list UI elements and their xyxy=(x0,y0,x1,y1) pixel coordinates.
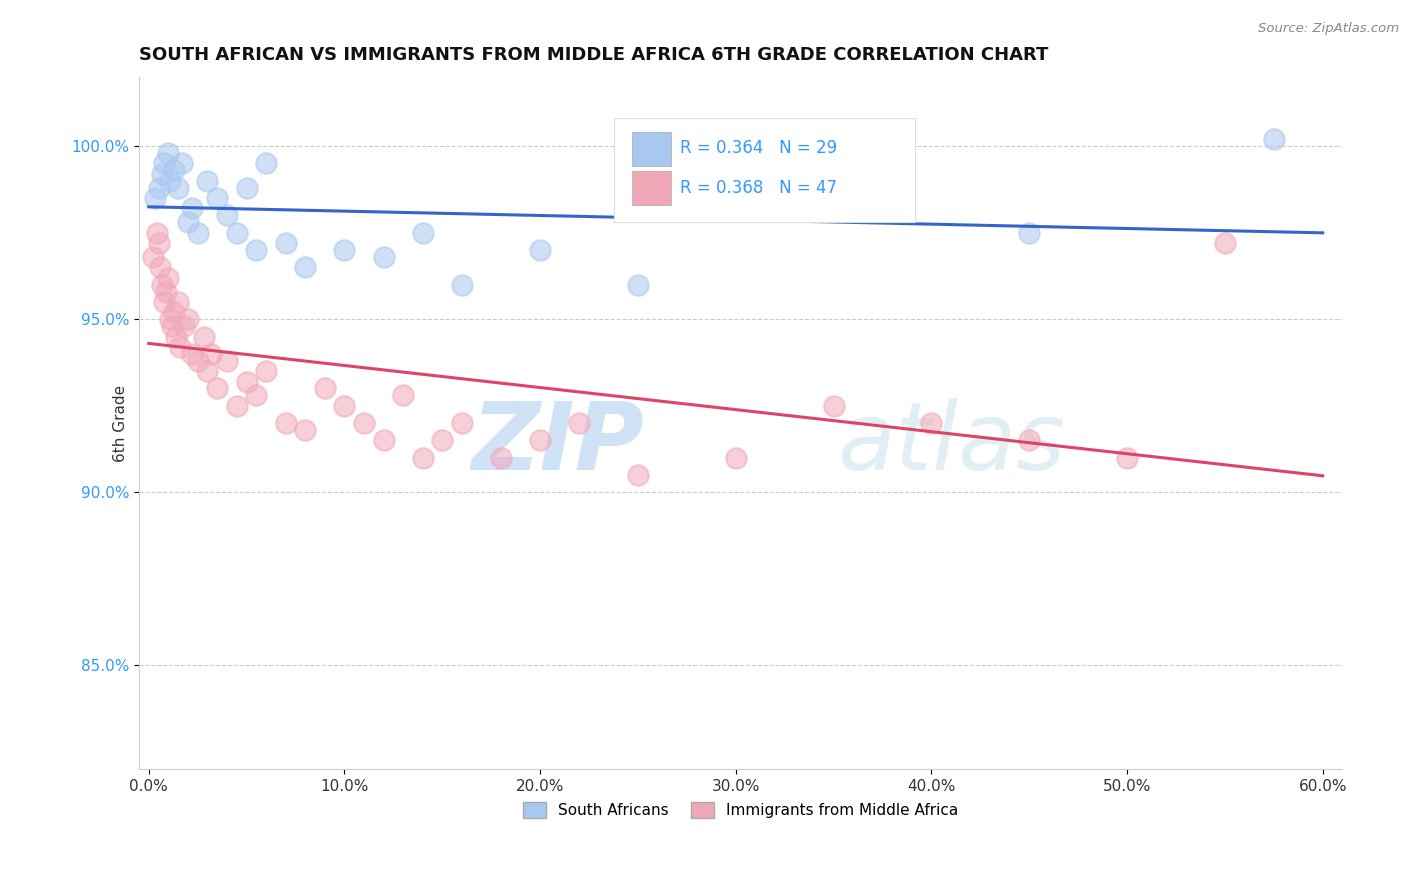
Point xyxy=(180,202,202,216)
Point xyxy=(432,434,454,448)
Point xyxy=(200,347,222,361)
Point xyxy=(155,285,177,299)
Point xyxy=(353,416,375,430)
Point xyxy=(173,319,195,334)
Point xyxy=(274,235,297,250)
Point xyxy=(167,180,190,194)
Point xyxy=(152,167,174,181)
Point xyxy=(254,364,277,378)
Point xyxy=(1116,450,1139,465)
Point xyxy=(724,450,747,465)
Point xyxy=(529,243,551,257)
Point xyxy=(159,312,181,326)
Point xyxy=(225,226,247,240)
Y-axis label: 6th Grade: 6th Grade xyxy=(112,384,128,462)
Point xyxy=(274,416,297,430)
Point xyxy=(169,340,191,354)
Point xyxy=(160,319,183,334)
Point xyxy=(235,180,257,194)
Point xyxy=(627,277,650,292)
Point xyxy=(153,294,176,309)
Point xyxy=(294,423,316,437)
FancyBboxPatch shape xyxy=(633,132,671,166)
Text: atlas: atlas xyxy=(837,399,1066,490)
Point xyxy=(163,305,186,319)
Point xyxy=(1263,132,1285,146)
Point xyxy=(167,294,190,309)
Point xyxy=(245,243,267,257)
Point xyxy=(159,174,181,188)
Text: SOUTH AFRICAN VS IMMIGRANTS FROM MIDDLE AFRICA 6TH GRADE CORRELATION CHART: SOUTH AFRICAN VS IMMIGRANTS FROM MIDDLE … xyxy=(139,46,1049,64)
Point xyxy=(157,270,180,285)
Text: R = 0.368   N = 47: R = 0.368 N = 47 xyxy=(681,178,838,196)
Text: ZIP: ZIP xyxy=(471,398,644,490)
Point xyxy=(197,364,219,378)
Point xyxy=(450,277,472,292)
Point xyxy=(294,260,316,275)
Point xyxy=(254,156,277,170)
Point xyxy=(1213,235,1236,250)
Point xyxy=(207,382,229,396)
Point xyxy=(333,399,356,413)
Point xyxy=(207,191,229,205)
Point xyxy=(392,388,415,402)
Point xyxy=(142,250,165,264)
Point xyxy=(489,450,512,465)
Point xyxy=(412,450,434,465)
Legend: South Africans, Immigrants from Middle Africa: South Africans, Immigrants from Middle A… xyxy=(516,796,965,824)
Point xyxy=(165,329,187,343)
Point xyxy=(187,353,209,368)
Point xyxy=(187,226,209,240)
Point xyxy=(177,215,200,229)
Point xyxy=(627,468,650,483)
Point xyxy=(170,156,193,170)
Point xyxy=(163,163,186,178)
Point xyxy=(157,146,180,161)
Point xyxy=(180,347,202,361)
Point xyxy=(568,416,591,430)
Point xyxy=(823,399,845,413)
Point xyxy=(373,250,395,264)
Point xyxy=(153,156,176,170)
Point xyxy=(143,191,166,205)
Point xyxy=(149,260,172,275)
Point xyxy=(373,434,395,448)
Point xyxy=(1018,434,1040,448)
FancyBboxPatch shape xyxy=(614,119,915,222)
Point xyxy=(314,382,336,396)
Point xyxy=(193,329,215,343)
Point xyxy=(145,226,167,240)
FancyBboxPatch shape xyxy=(633,171,671,205)
Point xyxy=(225,399,247,413)
Point xyxy=(450,416,472,430)
Point xyxy=(177,312,200,326)
Point xyxy=(197,174,219,188)
Point xyxy=(215,353,238,368)
Point xyxy=(245,388,267,402)
Point xyxy=(148,235,170,250)
Point xyxy=(1018,226,1040,240)
Point xyxy=(920,416,942,430)
Text: R = 0.364   N = 29: R = 0.364 N = 29 xyxy=(681,139,838,157)
Point xyxy=(412,226,434,240)
Point xyxy=(215,208,238,222)
Point xyxy=(235,375,257,389)
Point xyxy=(152,277,174,292)
Point xyxy=(333,243,356,257)
Point xyxy=(148,180,170,194)
Point xyxy=(529,434,551,448)
Text: Source: ZipAtlas.com: Source: ZipAtlas.com xyxy=(1258,22,1399,36)
